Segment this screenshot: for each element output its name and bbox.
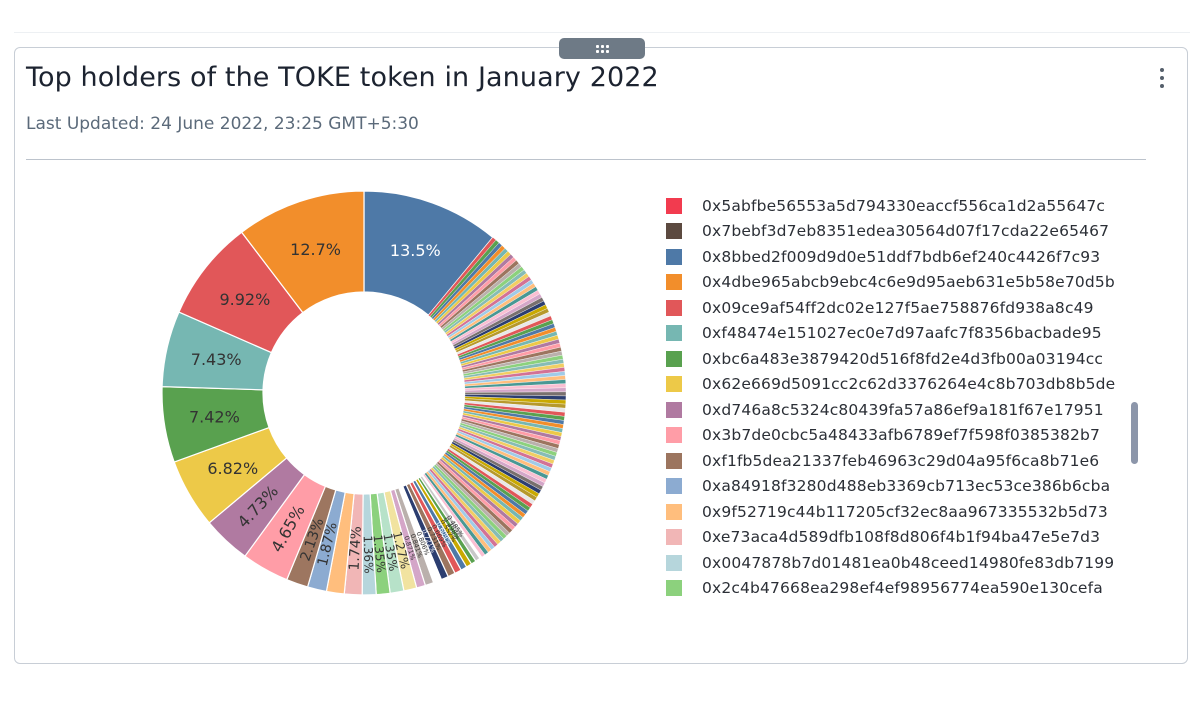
legend-item[interactable]: 0x2c4b47668ea298ef4ef98956774ea590e130ce… [666,576,1136,602]
pie-slice [240,190,365,314]
legend-label: 0x5abfbe56553a5d794330eaccf556ca1d2a5564… [702,196,1106,215]
legend-label: 0x7bebf3d7eb8351edea30564d07f17cda22e654… [702,222,1110,241]
legend-label: 0xa84918f3280d488eb3369cb713ec53ce386b6c… [702,477,1111,496]
drag-handle-icon [595,44,609,53]
legend-swatch [666,401,682,418]
legend-item[interactable]: 0x4dbe965abcb9ebc4c6e9d95aeb631e5b58e70d… [666,270,1136,296]
pie-slice-label: 13.5% [390,241,441,260]
legend-item[interactable]: 0xf48474e151027ec0e7d97aafc7f8356bacbade… [666,321,1136,347]
pie-slice-label: 6.82% [207,459,258,478]
chart-legend: 0x5abfbe56553a5d794330eaccf556ca1d2a5564… [666,193,1136,601]
legend-swatch [666,325,682,342]
legend-swatch [666,478,682,495]
legend-item[interactable]: 0x62e669d5091cc2c62d3376264e4c8b703db8b5… [666,372,1136,398]
pie-slice-label: 1.36% [361,535,376,573]
legend-label: 0xd746a8c5324c80439fa57a86ef9a181f67e179… [702,400,1104,419]
legend-label: 0x8bbed2f009d9d0e51ddf7bdb6ef240c4426f7c… [702,247,1101,266]
more-vertical-icon [1160,66,1164,90]
header-divider [26,159,1146,160]
legend-label: 0x09ce9af54ff2dc02e127f5ae758876fd938a8c… [702,298,1094,317]
legend-item[interactable]: 0x8bbed2f009d9d0e51ddf7bdb6ef240c4426f7c… [666,244,1136,270]
legend-swatch [666,580,682,597]
legend-swatch [666,554,682,571]
legend-label: 0x3b7de0cbc5a48433afb6789ef7f598f0385382… [702,426,1101,445]
legend-item[interactable]: 0x9f52719c44b117205cf32ec8aa967335532b5d… [666,499,1136,525]
pie-slice-label: 7.42% [189,407,240,426]
legend-item[interactable]: 0x0047878b7d01481ea0b48ceed14980fe83db71… [666,550,1136,576]
legend-label: 0x62e669d5091cc2c62d3376264e4c8b703db8b5… [702,375,1116,394]
legend-label: 0xbc6a483e3879420d516f8fd2e4d3fb00a03194… [702,349,1104,368]
legend-item[interactable]: 0x09ce9af54ff2dc02e127f5ae758876fd938a8c… [666,295,1136,321]
legend-swatch [666,197,682,214]
legend-label: 0xe73aca4d589dfb108f8d806f4b1f94ba47e5e7… [702,528,1101,547]
legend-item[interactable]: 0x5abfbe56553a5d794330eaccf556ca1d2a5564… [666,193,1136,219]
legend-swatch [666,427,682,444]
chart-title: Top holders of the TOKE token in January… [26,62,659,93]
legend-item[interactable]: 0xe73aca4d589dfb108f8d806f4b1f94ba47e5e7… [666,525,1136,551]
legend-label: 0x0047878b7d01481ea0b48ceed14980fe83db71… [702,553,1115,572]
top-divider [14,32,1190,33]
more-menu-button[interactable] [1150,64,1174,92]
legend-item[interactable]: 0xbc6a483e3879420d516f8fd2e4d3fb00a03194… [666,346,1136,372]
legend-item[interactable]: 0x3b7de0cbc5a48433afb6789ef7f598f0385382… [666,423,1136,449]
pie-slice-label: 12.7% [290,240,341,259]
legend-swatch [666,529,682,546]
legend-label: 0xf48474e151027ec0e7d97aafc7f8356bacbade… [702,324,1102,343]
last-updated-text: Last Updated: 24 June 2022, 23:25 GMT+5:… [26,114,419,134]
legend-swatch [666,223,682,240]
legend-label: 0x2c4b47668ea298ef4ef98956774ea590e130ce… [702,579,1103,598]
legend-label: 0x4dbe965abcb9ebc4c6e9d95aeb631e5b58e70d… [702,273,1115,292]
legend-item[interactable]: 0xa84918f3280d488eb3369cb713ec53ce386b6c… [666,474,1136,500]
legend-swatch [666,299,682,316]
pie-slice-label: 1.35% [371,534,389,573]
legend-swatch [666,376,682,393]
legend-item[interactable]: 0xd746a8c5324c80439fa57a86ef9a181f67e179… [666,397,1136,423]
legend-item[interactable]: 0x7bebf3d7eb8351edea30564d07f17cda22e654… [666,219,1136,245]
legend-label: 0xf1fb5dea21337feb46963c29d04a95f6ca8b71… [702,451,1100,470]
pie-slice-label: 9.92% [219,290,270,309]
drag-handle[interactable] [559,38,645,59]
legend-scrollbar[interactable] [1131,402,1138,464]
legend-swatch [666,350,682,367]
pie-slice-label: 1.74% [346,526,364,571]
legend-swatch [666,503,682,520]
legend-item[interactable]: 0xf1fb5dea21337feb46963c29d04a95f6ca8b71… [666,448,1136,474]
legend-swatch [666,274,682,291]
legend-label: 0x9f52719c44b117205cf32ec8aa967335532b5d… [702,502,1108,521]
pie-slice-label: 7.43% [191,350,242,369]
legend-swatch [666,452,682,469]
legend-swatch [666,248,682,265]
